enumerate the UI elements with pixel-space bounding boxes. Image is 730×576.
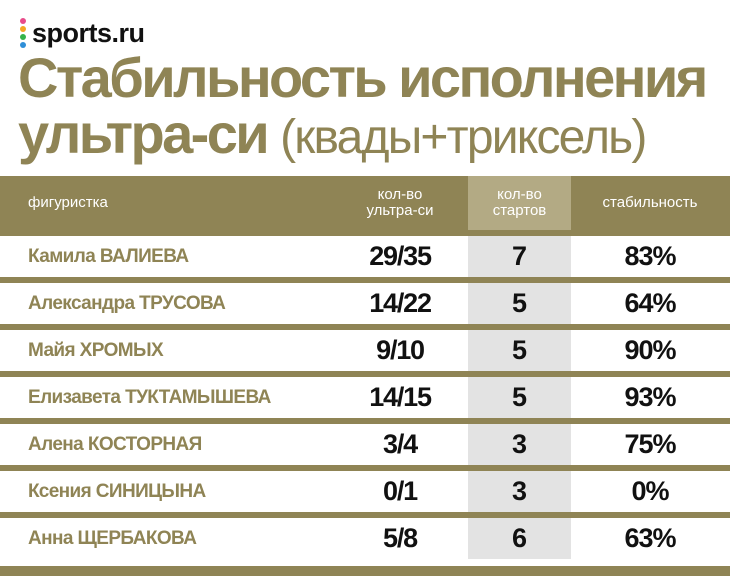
table-row: Майя ХРОМЫХ 9/10 5 90% <box>0 330 730 371</box>
skater-name: Александра ТРУСОВА <box>28 292 226 314</box>
starts-count: 5 <box>468 330 571 371</box>
skater-name: Камила ВАЛИЕВА <box>28 245 189 267</box>
stability-value: 63% <box>624 523 676 553</box>
table-row: Елизавета ТУКТАМЫШЕВА 14/15 5 93% <box>0 377 730 418</box>
table-row: Ксения СИНИЦЫНА 0/1 3 0% <box>0 471 730 512</box>
logo-dot-orange <box>20 26 26 32</box>
ultra-count: 14/15 <box>369 382 432 412</box>
header-stability: стабильность <box>602 194 698 211</box>
sports-ru-logo: sports.ru <box>20 16 145 50</box>
page-title: Стабильность исполнения ультра-си (квады… <box>18 50 718 166</box>
stability-value: 83% <box>624 241 676 271</box>
table-header: фигуристка кол-во ультра-си кол-во стартов… <box>0 176 730 230</box>
header-starts-line2: стартов <box>492 202 547 219</box>
stability-value: 64% <box>624 288 676 318</box>
starts-count: 3 <box>468 424 571 465</box>
logo-dot-pink <box>20 18 26 24</box>
header-ultra-line2: ультра-си <box>366 202 434 219</box>
table-body: Камила ВАЛИЕВА 29/35 7 83% Александра ТРУСОВ… <box>0 230 730 559</box>
logo-dots-icon <box>20 18 26 48</box>
header-ultra-line1: кол-во <box>377 186 423 203</box>
brand-name: sports.ru <box>32 17 145 48</box>
starts-count: 6 <box>468 518 571 559</box>
stability-value: 90% <box>624 335 676 365</box>
skater-name: Ксения СИНИЦЫНА <box>28 480 206 502</box>
stability-value: 75% <box>624 429 676 459</box>
title-line-2-sub: (квады+триксель) <box>280 111 647 164</box>
title-line-1: Стабильность исполнения <box>18 46 708 109</box>
skater-name: Елизавета ТУКТАМЫШЕВА <box>28 386 271 408</box>
title-line-2-main: ультра-си <box>18 102 270 165</box>
stability-value: 0% <box>631 476 669 506</box>
skater-name: Майя ХРОМЫХ <box>28 339 164 361</box>
ultra-count: 3/4 <box>383 429 418 459</box>
table-row: Анна ЩЕРБАКОВА 5/8 6 63% <box>0 518 730 559</box>
ultra-count: 0/1 <box>383 476 418 506</box>
skater-name: Анна ЩЕРБАКОВА <box>28 527 197 549</box>
header-starts-count: кол-во стартов <box>468 176 571 230</box>
row-separator <box>0 418 730 424</box>
bottom-bar <box>0 566 730 576</box>
row-separator <box>0 324 730 330</box>
row-separator <box>0 512 730 518</box>
stability-table: фигуристка кол-во ультра-си кол-во стартов… <box>0 176 730 559</box>
table-row: Алена КОСТОРНАЯ 3/4 3 75% <box>0 424 730 465</box>
ultra-count: 9/10 <box>376 335 425 365</box>
table-row: Камила ВАЛИЕВА 29/35 7 83% <box>0 236 730 277</box>
row-separator <box>0 465 730 471</box>
row-separator <box>0 230 730 236</box>
ultra-count: 14/22 <box>369 288 432 318</box>
header-skater: фигуристка <box>28 194 108 211</box>
ultra-count: 29/35 <box>369 241 432 271</box>
starts-count: 5 <box>468 283 571 324</box>
header-ultra-count: кол-во ультра-си <box>350 176 450 230</box>
logo-dot-green <box>20 34 26 40</box>
stability-value: 93% <box>624 382 676 412</box>
starts-count: 3 <box>468 471 571 512</box>
row-separator <box>0 371 730 377</box>
logo-dot-blue <box>20 42 26 48</box>
header-starts-line1: кол-во <box>497 186 542 203</box>
skater-name: Алена КОСТОРНАЯ <box>28 433 202 455</box>
starts-count: 7 <box>468 236 571 277</box>
row-separator <box>0 277 730 283</box>
title-line-2: ультра-си (квады+триксель) <box>18 106 718 166</box>
ultra-count: 5/8 <box>383 523 418 553</box>
table-row: Александра ТРУСОВА 14/22 5 64% <box>0 283 730 324</box>
starts-count: 5 <box>468 377 571 418</box>
